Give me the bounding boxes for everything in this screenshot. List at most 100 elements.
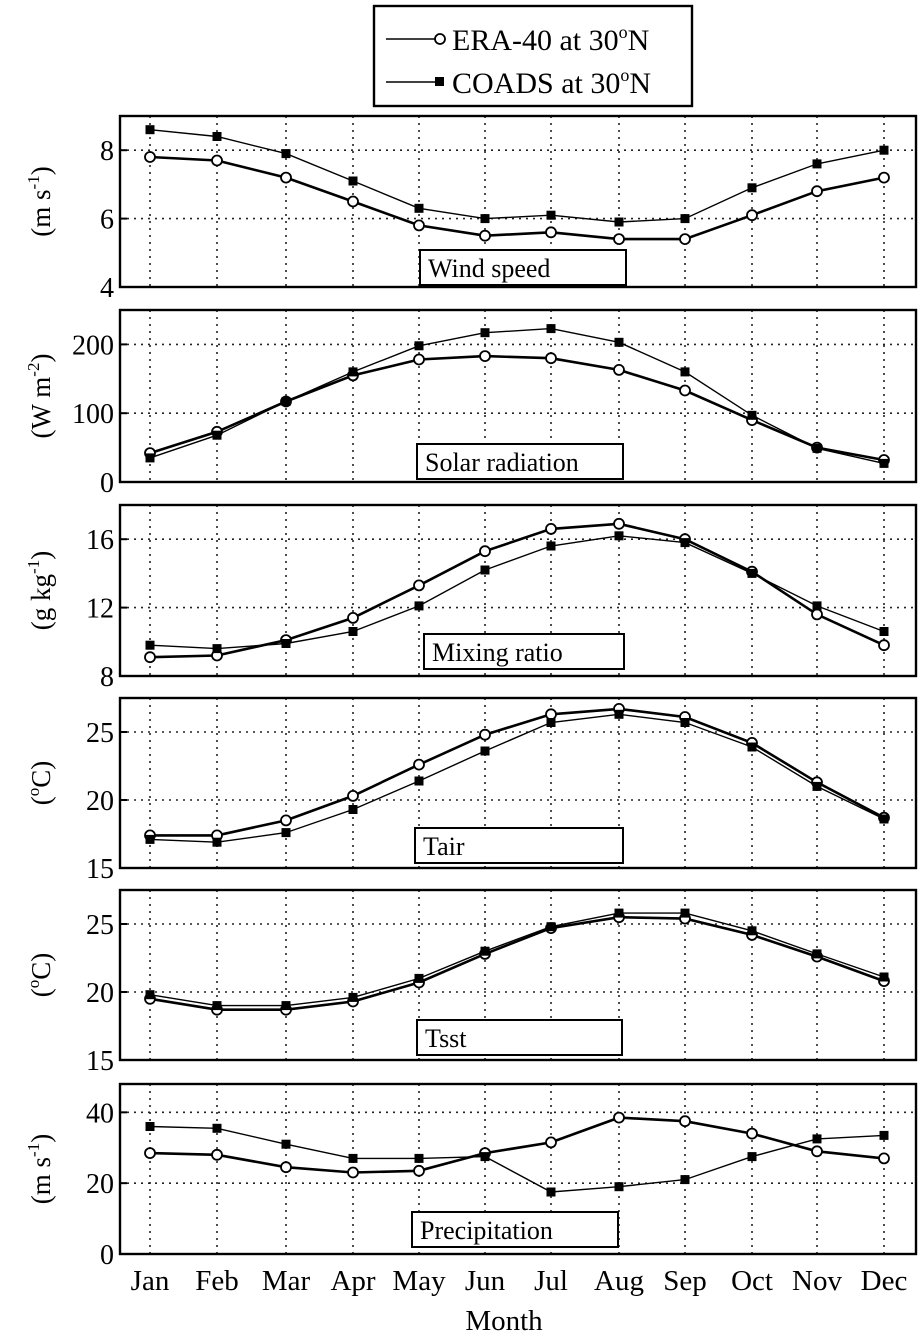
y-tick-label: 0 bbox=[100, 468, 114, 499]
coads-point bbox=[546, 210, 556, 220]
panel-frame bbox=[118, 1082, 918, 1256]
x-tick-label-sep: Sep bbox=[663, 1265, 707, 1297]
era40-point bbox=[347, 612, 359, 624]
coads-point bbox=[414, 776, 424, 786]
panel-frame bbox=[118, 114, 918, 289]
era40-point bbox=[413, 758, 425, 771]
x-tick-label-nov: Nov bbox=[792, 1265, 842, 1297]
coads-point bbox=[348, 805, 358, 814]
panel-label-box bbox=[419, 249, 627, 286]
era40-line bbox=[150, 707, 885, 837]
era40-point bbox=[413, 219, 425, 232]
panel-frame bbox=[118, 308, 918, 484]
era40-point bbox=[413, 579, 425, 592]
panel-label: Tair bbox=[423, 832, 465, 861]
coads-point bbox=[145, 834, 155, 844]
coads-point bbox=[145, 640, 155, 650]
legend-coads-label: COADS at 30oN bbox=[452, 65, 651, 100]
coads-point bbox=[879, 972, 889, 982]
panel-label: Tsst bbox=[425, 1024, 467, 1053]
y-axis-label: (oC) bbox=[24, 761, 56, 806]
era40-point bbox=[545, 226, 557, 239]
y-tick-label: 20 bbox=[86, 786, 114, 817]
coads-point bbox=[414, 973, 424, 983]
coads-point bbox=[348, 1153, 358, 1163]
coads-point bbox=[879, 627, 889, 636]
coads-point bbox=[546, 718, 556, 727]
era40-point bbox=[811, 185, 823, 198]
era40-point bbox=[878, 171, 890, 184]
x-tick-label-dec: Dec bbox=[861, 1265, 908, 1297]
coads-point bbox=[414, 341, 424, 351]
y-tick-label: 8 bbox=[100, 136, 114, 167]
x-tick-label-jun: Jun bbox=[465, 1265, 506, 1297]
legend: ERA-40 at 30oN COADS at 30oN bbox=[372, 4, 694, 108]
panel-label: Wind speed bbox=[428, 254, 550, 283]
era40-point bbox=[144, 651, 156, 664]
era40-point bbox=[613, 363, 625, 376]
x-tick-label-oct: Oct bbox=[731, 1265, 773, 1297]
era40-point bbox=[746, 209, 758, 222]
coads-point bbox=[680, 214, 690, 224]
y-tick-label: 8 bbox=[100, 662, 114, 693]
coads-point bbox=[546, 1187, 556, 1197]
era40-line bbox=[149, 1116, 885, 1174]
coads-point bbox=[348, 627, 358, 636]
panel-label-box bbox=[416, 443, 624, 480]
coads-line bbox=[149, 327, 885, 465]
panel-label-box bbox=[423, 633, 625, 670]
panel-label-box bbox=[414, 827, 624, 864]
x-tick-label-apr: Apr bbox=[330, 1265, 375, 1297]
coads-point bbox=[145, 990, 155, 1000]
y-tick-label: 15 bbox=[86, 1046, 114, 1077]
y-tick-label: 6 bbox=[100, 205, 114, 236]
era40-point bbox=[413, 1164, 425, 1177]
coads-point bbox=[680, 718, 690, 727]
panel-frame bbox=[118, 888, 918, 1062]
panel-solar-radiation: 0 100 200 (W m-2) Solar radiation bbox=[24, 308, 918, 499]
coads-point bbox=[747, 1152, 757, 1162]
era40-point bbox=[347, 195, 359, 208]
era40-point bbox=[479, 545, 491, 558]
y-axis-label: (g kg-1) bbox=[24, 551, 56, 630]
era40-point bbox=[679, 384, 691, 397]
coads-point bbox=[281, 639, 291, 648]
coads-point bbox=[281, 1001, 291, 1011]
coads-point bbox=[812, 159, 822, 169]
panel-label-box bbox=[416, 1019, 623, 1056]
y-tick-label: 25 bbox=[86, 910, 114, 941]
coads-point bbox=[747, 410, 757, 420]
era40-point bbox=[679, 233, 691, 246]
coads-point bbox=[879, 1130, 889, 1140]
era40-point bbox=[413, 353, 425, 366]
era40-line bbox=[149, 915, 885, 1012]
era40-point bbox=[746, 1127, 758, 1140]
coads-point bbox=[680, 538, 690, 548]
coads-point bbox=[812, 1134, 822, 1144]
x-tick-label-feb: Feb bbox=[195, 1265, 239, 1297]
legend-era-marker bbox=[434, 33, 446, 45]
coads-point bbox=[680, 908, 690, 918]
era40-point bbox=[211, 154, 223, 167]
era40-point bbox=[144, 1147, 156, 1159]
era40-point bbox=[545, 1136, 557, 1149]
y-tick-label: 0 bbox=[100, 1240, 114, 1271]
coads-line bbox=[149, 535, 885, 650]
coads-point bbox=[614, 1182, 624, 1192]
coads-point bbox=[546, 324, 556, 334]
coads-point bbox=[812, 949, 822, 959]
era40-point bbox=[347, 1166, 359, 1179]
y-tick-label: 16 bbox=[86, 525, 114, 556]
coads-point bbox=[614, 709, 624, 719]
coads-point bbox=[812, 601, 822, 611]
y-tick-label: 20 bbox=[86, 1169, 114, 1200]
coads-point bbox=[879, 458, 889, 468]
coads-point bbox=[281, 1139, 291, 1149]
coads-point bbox=[614, 217, 624, 227]
legend-era-label: ERA-40 at 30oN bbox=[452, 22, 649, 57]
era40-point bbox=[613, 233, 625, 246]
y-tick-label: 40 bbox=[86, 1098, 114, 1129]
era40-point bbox=[347, 790, 359, 802]
x-tick-label-jul: Jul bbox=[534, 1265, 568, 1297]
